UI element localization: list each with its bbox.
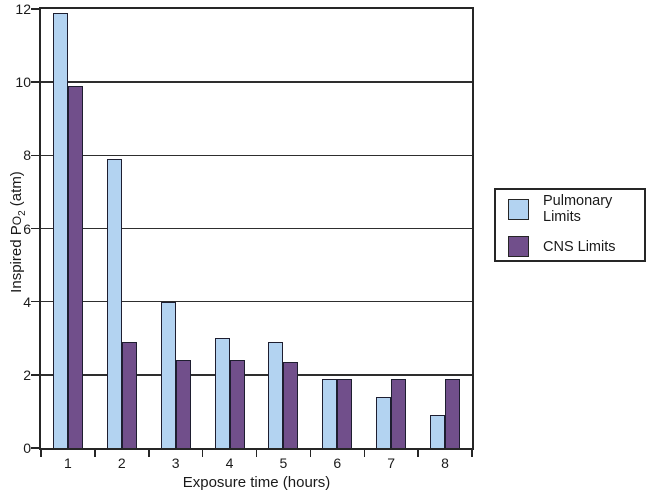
bar-pulmonary-limits-hour-4 xyxy=(214,338,230,448)
y-tick-12 xyxy=(31,8,39,10)
bar-pulmonary-limits-hour-8 xyxy=(430,415,446,448)
bar-pulmonary-limits-hour-7 xyxy=(376,396,392,448)
bar-cns-limits-hour-5 xyxy=(283,362,299,448)
bar-cns-limits-hour-8 xyxy=(445,378,461,448)
x-tick-label-2: 2 xyxy=(117,455,126,471)
bar-pulmonary-limits-hour-1 xyxy=(52,12,68,448)
x-tick-2 xyxy=(148,450,150,457)
bar-pulmonary-limits-hour-3 xyxy=(160,301,176,448)
y-tick-4 xyxy=(31,300,39,303)
y-tick-label-4: 4 xyxy=(23,293,31,310)
legend-label-cns-limits: CNS Limits xyxy=(543,238,616,255)
y-tick-8 xyxy=(31,154,39,157)
bar-pulmonary-limits-hour-2 xyxy=(106,159,122,448)
legend-item-pulmonary-limits: Pulmonary Limits xyxy=(508,193,644,225)
x-tick-0 xyxy=(40,450,42,457)
legend: Pulmonary Limits CNS Limits xyxy=(494,188,646,262)
gridline-8 xyxy=(41,154,472,157)
gridline-2 xyxy=(41,374,472,376)
bar-cns-limits-hour-2 xyxy=(121,341,137,448)
y-tick-label-8: 8 xyxy=(23,147,31,164)
legend-swatch-cns-limits xyxy=(508,236,529,257)
x-tick-4 xyxy=(255,450,258,457)
y-tick-2 xyxy=(31,374,39,376)
x-tick-7 xyxy=(417,450,419,457)
y-axis-title-sub: 2 xyxy=(17,210,28,216)
x-tick-5 xyxy=(309,450,312,457)
x-tick-label-7: 7 xyxy=(387,455,396,471)
legend-swatch-pulmonary-limits xyxy=(508,198,529,220)
x-tick-3 xyxy=(201,450,204,457)
y-tick-label-12: 12 xyxy=(15,1,31,17)
x-tick-1 xyxy=(94,450,96,457)
y-tick-label-6: 6 xyxy=(23,220,31,237)
bar-cns-limits-hour-3 xyxy=(175,360,191,448)
x-tick-label-8: 8 xyxy=(441,455,449,471)
bar-cns-limits-hour-4 xyxy=(229,360,245,448)
gridline-10 xyxy=(41,81,472,83)
y-tick-0 xyxy=(31,447,39,449)
bar-pulmonary-limits-hour-5 xyxy=(268,341,284,448)
gridline-4 xyxy=(41,300,472,303)
x-tick-label-6: 6 xyxy=(333,455,342,471)
y-tick-label-2: 2 xyxy=(23,366,31,383)
x-axis-title: Exposure time (hours) xyxy=(182,474,331,491)
x-tick-6 xyxy=(363,450,365,457)
bar-cns-limits-hour-6 xyxy=(337,378,353,448)
legend-item-cns-limits: CNS Limits xyxy=(508,236,644,257)
x-tick-8 xyxy=(471,450,473,457)
y-tick-6 xyxy=(31,227,39,230)
y-tick-10 xyxy=(31,81,39,83)
legend-label-pulmonary-limits: Pulmonary Limits xyxy=(543,193,613,225)
bar-pulmonary-limits-hour-6 xyxy=(322,378,338,448)
y-axis-title-suffix: (atm) xyxy=(8,171,25,211)
x-tick-label-3: 3 xyxy=(171,455,180,471)
y-tick-label-0: 0 xyxy=(23,440,31,456)
x-tick-label-4: 4 xyxy=(225,455,234,471)
bar-cns-limits-hour-7 xyxy=(391,378,407,448)
plot-area xyxy=(39,7,474,450)
bar-cns-limits-hour-1 xyxy=(67,85,83,448)
gridline-6 xyxy=(41,227,472,230)
x-tick-label-1: 1 xyxy=(64,455,72,471)
x-tick-label-5: 5 xyxy=(279,455,288,471)
y-tick-label-10: 10 xyxy=(15,74,31,91)
